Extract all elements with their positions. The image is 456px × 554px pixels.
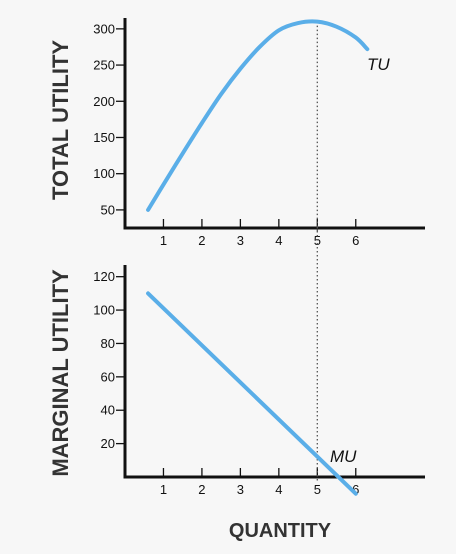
x-tick-label: 3 bbox=[237, 482, 244, 497]
bottom-x-ticks: 1 2 3 4 5 6 bbox=[160, 468, 359, 497]
x-tick-label: 1 bbox=[160, 233, 167, 248]
y-tick-label: 40 bbox=[101, 403, 115, 418]
marginal-utility-panel: MARGINAL UTILITY 20 40 60 80 100 120 1 2 3 4 5 6 M… bbox=[48, 227, 425, 542]
x-tick-label: 1 bbox=[160, 482, 167, 497]
y-tick-label: 300 bbox=[93, 21, 115, 36]
x-tick-label: 3 bbox=[237, 233, 244, 248]
x-tick-label: 6 bbox=[352, 233, 359, 248]
y-tick-label: 80 bbox=[101, 336, 115, 351]
bottom-y-axis-title: MARGINAL UTILITY bbox=[48, 269, 73, 477]
y-tick-label: 50 bbox=[101, 202, 115, 217]
top-y-ticks: 50 100 150 200 250 300 bbox=[93, 21, 125, 217]
y-tick-label: 200 bbox=[93, 94, 115, 109]
y-tick-label: 150 bbox=[93, 130, 115, 145]
y-tick-label: 20 bbox=[101, 436, 115, 451]
tu-curve-label: TU bbox=[367, 55, 390, 74]
x-tick-label: 5 bbox=[314, 482, 321, 497]
x-tick-label: 2 bbox=[198, 233, 205, 248]
x-tick-label: 4 bbox=[275, 233, 282, 248]
top-y-axis-title: TOTAL UTILITY bbox=[48, 40, 73, 200]
x-tick-label: 2 bbox=[198, 482, 205, 497]
mu-curve-label: MU bbox=[330, 447, 357, 466]
bottom-y-ticks: 20 40 60 80 100 120 bbox=[93, 269, 125, 451]
y-tick-label: 60 bbox=[101, 369, 115, 384]
y-tick-label: 100 bbox=[93, 303, 115, 318]
x-tick-label: 6 bbox=[352, 482, 359, 497]
x-axis-title: QUANTITY bbox=[229, 520, 332, 542]
mu-curve bbox=[146, 291, 358, 496]
tu-curve bbox=[146, 19, 370, 212]
x-tick-label: 4 bbox=[275, 482, 282, 497]
y-tick-label: 250 bbox=[93, 58, 115, 73]
y-tick-label: 100 bbox=[93, 166, 115, 181]
y-tick-label: 120 bbox=[93, 269, 115, 284]
